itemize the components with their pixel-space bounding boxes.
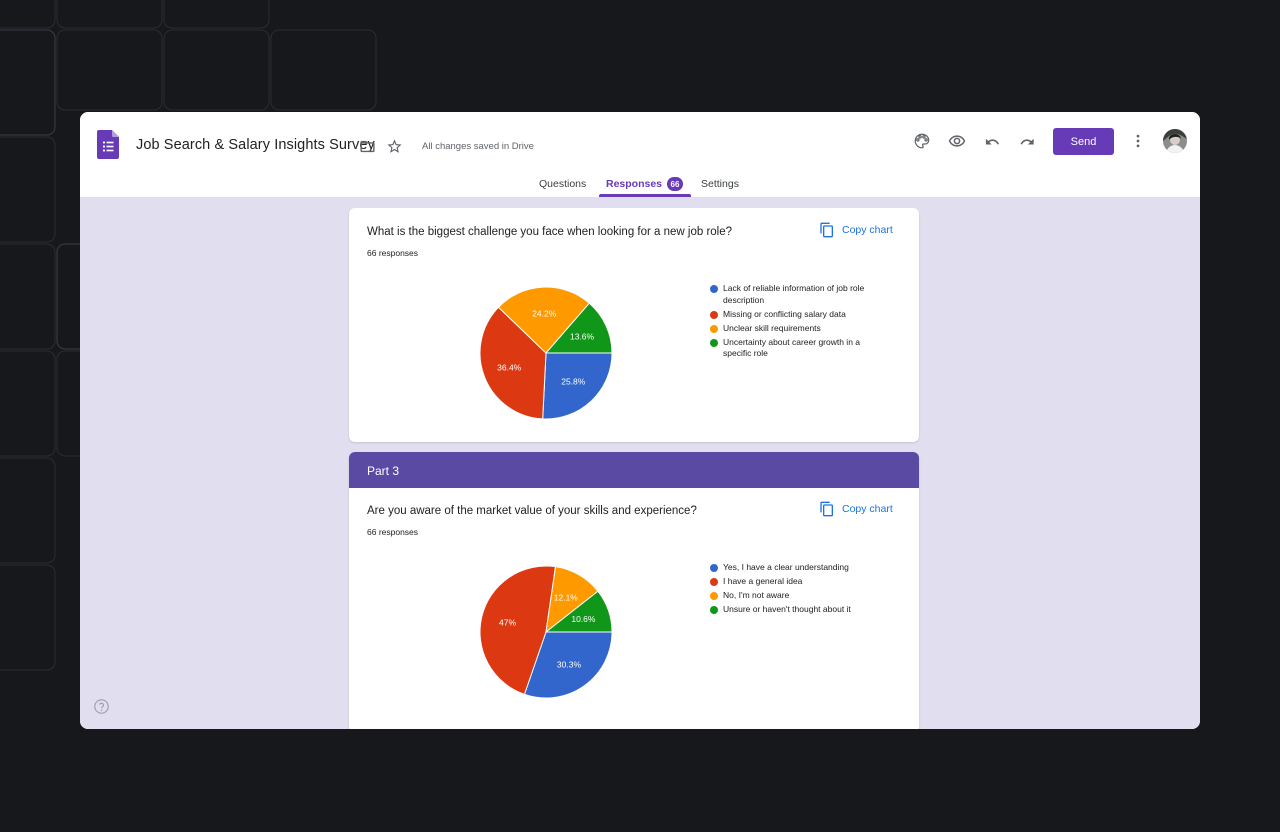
legend-color-dot	[710, 310, 718, 319]
copy-chart-label: Copy chart	[842, 503, 893, 515]
slice-label: 47%	[499, 618, 516, 628]
copy-chart-button[interactable]: Copy chart	[819, 222, 893, 238]
chart-legend: Lack of reliable information of job role…	[710, 283, 885, 362]
section-header: Part 3	[349, 452, 919, 488]
copy-chart-button[interactable]: Copy chart	[819, 501, 893, 517]
legend-label: Unsure or haven't thought about it	[723, 604, 851, 614]
active-tab-indicator	[599, 194, 691, 197]
legend-item: Yes, I have a clear understanding	[710, 562, 885, 574]
more-vert-icon[interactable]	[1128, 131, 1148, 151]
pie-chart-challenges: 25.8% 36.4% 24.2% 13.6%	[479, 286, 613, 420]
legend-item: Uncertainty about career growth in a spe…	[710, 337, 885, 360]
pie-slice[interactable]	[523, 631, 613, 699]
legend-item: Unclear skill requirements	[710, 323, 885, 335]
slice-label: 25.8%	[561, 377, 586, 387]
help-icon[interactable]	[93, 698, 110, 720]
legend-item: No, I'm not aware	[710, 590, 885, 602]
copy-icon	[820, 222, 833, 238]
pie-slice[interactable]	[544, 590, 613, 633]
slice-label: 10.6%	[571, 614, 596, 624]
slice-label: 36.4%	[497, 363, 522, 373]
legend-color-dot	[710, 338, 718, 347]
forms-window: Job Search & Salary Insights Survey All …	[80, 112, 1200, 729]
legend-label: Missing or conflicting salary data	[723, 308, 846, 319]
legend-label: Unclear skill requirements	[723, 322, 821, 333]
app-header: Job Search & Salary Insights Survey All …	[80, 112, 1200, 198]
legend-color-dot	[710, 578, 718, 586]
pie-slice[interactable]	[479, 565, 557, 696]
responses-count-badge: 66	[667, 177, 683, 191]
responses-content[interactable]: What is the biggest challenge you face w…	[80, 198, 1200, 729]
copy-chart-label: Copy chart	[842, 224, 893, 236]
legend-color-dot	[710, 606, 718, 614]
legend-label: Lack of reliable information of job role…	[723, 283, 865, 305]
slice-label: 24.2%	[532, 308, 557, 318]
legend-label: I have a general idea	[723, 576, 803, 586]
question-card-1: What is the biggest challenge you face w…	[349, 208, 919, 442]
folder-icon[interactable]	[357, 136, 377, 156]
response-count: 66 responses	[367, 527, 419, 537]
legend-color-dot	[710, 564, 718, 572]
tab-settings[interactable]: Settings	[701, 178, 739, 190]
legend-label: Uncertainty about career growth in a spe…	[723, 336, 861, 359]
forms-logo-icon[interactable]	[97, 130, 119, 159]
undo-icon[interactable]	[982, 131, 1002, 151]
legend-color-dot	[710, 285, 718, 293]
legend-item: Unsure or haven't thought about it	[710, 604, 885, 616]
account-avatar[interactable]	[1163, 129, 1187, 153]
palette-icon[interactable]	[912, 131, 932, 151]
redo-icon[interactable]	[1017, 131, 1037, 151]
legend-item: I have a general idea	[710, 576, 885, 588]
section-card-part-3: Part 3 Are you aware of the market value…	[349, 452, 919, 729]
eye-icon[interactable]	[947, 131, 967, 151]
form-title[interactable]: Job Search & Salary Insights Survey	[136, 137, 375, 153]
send-button[interactable]: Send	[1053, 128, 1114, 155]
copy-icon	[820, 501, 833, 517]
legend-item: Missing or conflicting salary data	[710, 309, 885, 321]
tab-questions[interactable]: Questions	[539, 178, 587, 190]
question-title: What is the biggest challenge you face w…	[367, 226, 733, 238]
legend-color-dot	[710, 324, 718, 333]
slice-label: 12.1%	[554, 593, 579, 603]
save-status: All changes saved in Drive	[422, 141, 534, 152]
pie-slice[interactable]	[542, 352, 613, 420]
slice-label: 13.6%	[570, 332, 595, 342]
slice-label: 30.3%	[557, 659, 582, 669]
response-count: 66 responses	[367, 248, 419, 258]
pie-slice[interactable]	[497, 286, 591, 354]
question-title: Are you aware of the market value of you…	[367, 505, 697, 517]
star-icon[interactable]	[384, 136, 404, 156]
tab-bar: Questions Responses 66 Settings	[80, 174, 1200, 198]
tab-responses[interactable]: Responses	[606, 178, 663, 190]
pie-chart-market-awareness: 30.3% 47% 12.1% 10.6%	[479, 565, 613, 699]
legend-item: Lack of reliable information of job role…	[710, 283, 885, 306]
legend-label: Yes, I have a clear understanding	[723, 562, 849, 572]
pie-slice[interactable]	[544, 302, 613, 354]
legend-color-dot	[710, 592, 718, 600]
pie-slice[interactable]	[479, 306, 547, 420]
chart-legend: Yes, I have a clear understanding I have …	[710, 562, 885, 618]
legend-label: No, I'm not aware	[723, 590, 790, 600]
